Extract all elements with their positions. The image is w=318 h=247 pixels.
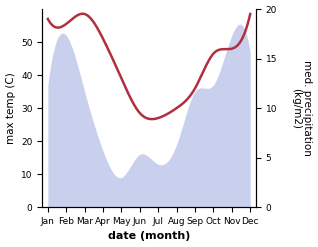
- Y-axis label: med. precipitation
(kg/m2): med. precipitation (kg/m2): [291, 60, 313, 156]
- Y-axis label: max temp (C): max temp (C): [5, 72, 16, 144]
- X-axis label: date (month): date (month): [108, 231, 190, 242]
